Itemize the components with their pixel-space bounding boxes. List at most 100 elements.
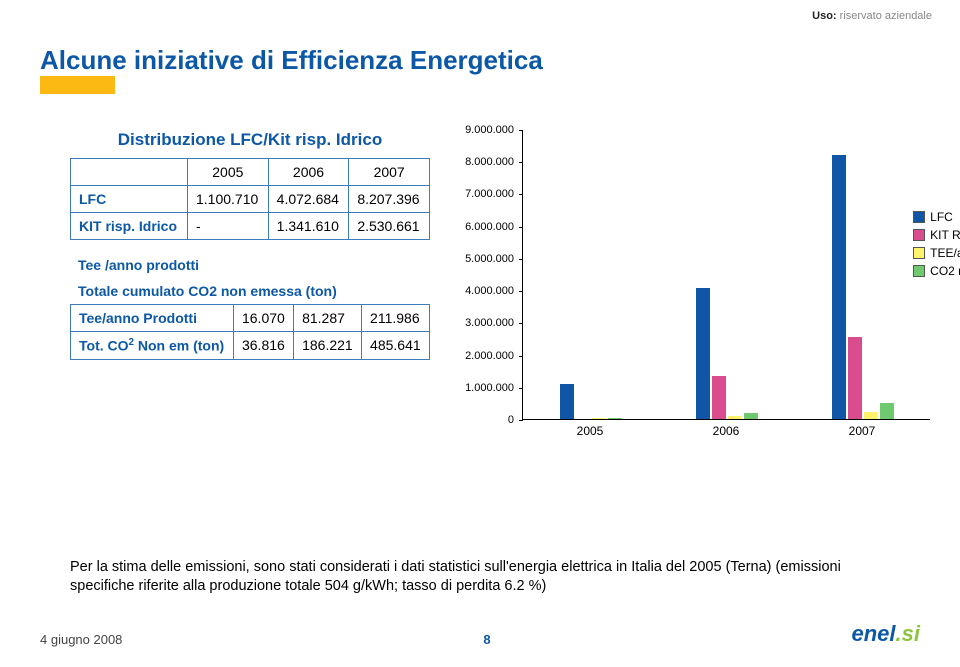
bar-group — [832, 155, 896, 419]
y-tick-label: 9.000.000 — [465, 124, 514, 136]
y-tick-label: 4.000.000 — [465, 285, 514, 297]
co2-label-sub: Non em (ton) — [134, 338, 224, 354]
cell: 16.070 — [233, 305, 293, 332]
y-tick-label: 5.000.000 — [465, 253, 514, 265]
uso-value: riservato aziendale — [840, 10, 932, 22]
logo-main: enel — [852, 621, 896, 646]
right-chart: 0 1.000.000 2.000.000 3.000.000 4.000.000 5.0… — [430, 130, 930, 587]
y-tick-label: 7.000.000 — [465, 188, 514, 200]
legend-item: KIT Risp.Idrico — [913, 228, 960, 242]
row-label: LFC — [71, 186, 188, 213]
logo-suffix: .si — [896, 621, 920, 646]
y-tickmark — [519, 323, 523, 324]
x-tick-label: 2005 — [577, 424, 604, 438]
cell: 2.530.661 — [349, 213, 430, 240]
row-label: Tot. CO2 Non em (ton) — [71, 332, 234, 360]
subtitle: Distribuzione LFC/Kit risp. Idrico — [70, 130, 430, 150]
footer: 4 giugno 2008 8 enel.si — [40, 621, 920, 647]
cell: 1.341.610 — [268, 213, 349, 240]
legend-label: KIT Risp.Idrico — [930, 228, 960, 242]
bar-group — [696, 288, 760, 419]
footer-date: 4 giugno 2008 — [40, 632, 122, 647]
th-year: 2005 — [188, 159, 269, 186]
cell: - — [188, 213, 269, 240]
y-tickmark — [519, 194, 523, 195]
legend-item: TEE/anno — [913, 246, 960, 260]
y-tickmark — [519, 420, 523, 421]
cell: 4.072.684 — [268, 186, 349, 213]
y-axis: 01.000.0002.000.0003.000.0004.000.0005.0… — [450, 130, 520, 420]
logo: enel.si — [852, 621, 921, 647]
legend-swatch — [913, 265, 925, 277]
slide: Uso: riservato aziendale Alcune iniziati… — [0, 0, 960, 667]
page-title: Alcune iniziative di Efficienza Energeti… — [40, 45, 543, 76]
cell: 81.287 — [294, 305, 362, 332]
y-tick-label: 8.000.000 — [465, 156, 514, 168]
legend-swatch — [913, 229, 925, 241]
bar — [744, 413, 758, 419]
bar — [608, 418, 622, 419]
y-tickmark — [519, 130, 523, 131]
cell: 8.207.396 — [349, 186, 430, 213]
y-tickmark — [519, 259, 523, 260]
classification: Uso: riservato aziendale — [812, 10, 932, 22]
row-label: KIT risp. Idrico — [71, 213, 188, 240]
cell: 1.100.710 — [188, 186, 269, 213]
y-tick-label: 2.000.000 — [465, 350, 514, 362]
y-tick-label: 6.000.000 — [465, 221, 514, 233]
x-tick-label: 2006 — [713, 424, 740, 438]
table-row: KIT risp. Idrico - 1.341.610 2.530.661 — [71, 213, 430, 240]
accent-bar — [40, 76, 115, 94]
y-tickmark — [519, 291, 523, 292]
plot-area — [522, 130, 930, 420]
legend-label: CO2 non emessa (TON) — [930, 264, 960, 278]
legend-swatch — [913, 211, 925, 223]
table-row: LFC 1.100.710 4.072.684 8.207.396 — [71, 186, 430, 213]
cell: 186.221 — [294, 332, 362, 360]
cell: 485.641 — [362, 332, 430, 360]
table-bottom: Tee/anno Prodotti 16.070 81.287 211.986 … — [70, 304, 430, 360]
bar — [560, 384, 574, 419]
y-tick-label: 3.000.000 — [465, 317, 514, 329]
bar — [864, 412, 878, 419]
bar — [712, 376, 726, 419]
legend-label: TEE/anno — [930, 246, 960, 260]
legend-label: LFC — [930, 210, 953, 224]
table-top: 2005 2006 2007 LFC 1.100.710 4.072.684 8… — [70, 158, 430, 240]
table-row: Tee/anno Prodotti 16.070 81.287 211.986 — [71, 305, 430, 332]
x-labels: 2005 2006 2007 — [522, 424, 930, 444]
y-tickmark — [519, 162, 523, 163]
cell: 36.816 — [233, 332, 293, 360]
bar — [728, 416, 742, 419]
bar — [696, 288, 710, 419]
bar-group — [560, 384, 624, 419]
y-tickmark — [519, 356, 523, 357]
x-tick-label: 2007 — [849, 424, 876, 438]
table-row: Tot. CO2 Non em (ton) 36.816 186.221 485… — [71, 332, 430, 360]
cell: 211.986 — [362, 305, 430, 332]
footnote: Per la stima delle emissioni, sono stati… — [70, 558, 890, 597]
legend-swatch — [913, 247, 925, 259]
left-tables: Distribuzione LFC/Kit risp. Idrico 2005 … — [70, 130, 430, 587]
th-blank — [71, 159, 188, 186]
legend: LFC KIT Risp.Idrico TEE/anno CO2 non emessa… — [913, 210, 960, 282]
content: Distribuzione LFC/Kit risp. Idrico 2005 … — [70, 130, 930, 587]
sub-header: Tee /anno prodotti — [70, 252, 430, 278]
uso-label: Uso: — [812, 10, 836, 22]
legend-item: CO2 non emessa (TON) — [913, 264, 960, 278]
row-label: Tee/anno Prodotti — [71, 305, 234, 332]
bar — [832, 155, 846, 419]
co2-label-main: Tot. CO — [79, 338, 129, 354]
sub-header: Totale cumulato CO2 non emessa (ton) — [70, 278, 430, 304]
chart: 0 1.000.000 2.000.000 3.000.000 4.000.000 5.0… — [450, 130, 930, 460]
y-tick-label: 0 — [508, 414, 514, 426]
table-row: 2005 2006 2007 — [71, 159, 430, 186]
bar — [848, 337, 862, 419]
th-year: 2007 — [349, 159, 430, 186]
title-block: Alcune iniziative di Efficienza Energeti… — [40, 45, 543, 94]
y-tickmark — [519, 227, 523, 228]
legend-item: LFC — [913, 210, 960, 224]
bar — [880, 403, 894, 419]
y-tick-label: 1.000.000 — [465, 382, 514, 394]
th-year: 2006 — [268, 159, 349, 186]
